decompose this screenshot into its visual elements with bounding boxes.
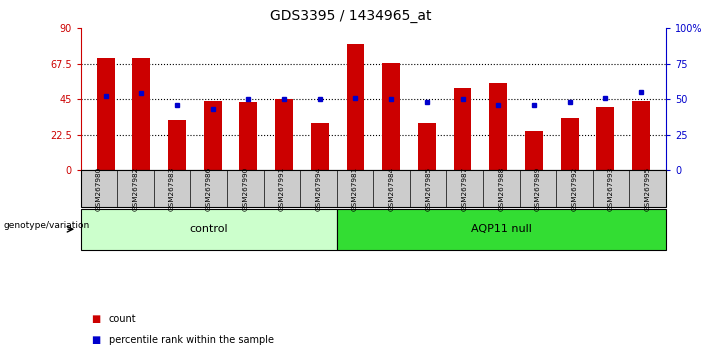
Text: GSM267991: GSM267991 — [279, 166, 285, 211]
Text: genotype/variation: genotype/variation — [4, 221, 90, 230]
Text: GSM267990: GSM267990 — [243, 166, 248, 211]
Bar — [418, 123, 436, 170]
Bar — [632, 101, 650, 170]
Text: count: count — [109, 314, 136, 324]
Text: GSM267993: GSM267993 — [608, 166, 614, 211]
Text: ■: ■ — [91, 335, 100, 345]
Text: GSM267984: GSM267984 — [388, 166, 395, 211]
Text: GSM267981: GSM267981 — [352, 166, 358, 211]
Text: percentile rank within the sample: percentile rank within the sample — [109, 335, 273, 345]
Bar — [168, 120, 186, 170]
Bar — [597, 107, 614, 170]
Bar — [382, 63, 400, 170]
Text: GSM267985: GSM267985 — [426, 166, 431, 211]
Text: control: control — [189, 224, 228, 234]
Bar — [346, 44, 365, 170]
Text: GSM267987: GSM267987 — [462, 166, 468, 211]
Text: GSM267992: GSM267992 — [571, 166, 578, 211]
Text: GSM267994: GSM267994 — [315, 166, 321, 211]
Text: GSM267986: GSM267986 — [205, 166, 212, 211]
Bar — [240, 102, 257, 170]
Bar — [311, 123, 329, 170]
Bar — [454, 88, 472, 170]
Bar — [275, 99, 293, 170]
Text: GSM267980: GSM267980 — [96, 166, 102, 211]
Bar — [561, 118, 578, 170]
Bar — [97, 58, 114, 170]
Text: GSM267983: GSM267983 — [169, 166, 175, 211]
Text: GSM267982: GSM267982 — [132, 166, 139, 211]
Bar — [489, 84, 507, 170]
Bar — [204, 101, 222, 170]
Text: GDS3395 / 1434965_at: GDS3395 / 1434965_at — [270, 9, 431, 23]
Text: ■: ■ — [91, 314, 100, 324]
Text: GSM267989: GSM267989 — [535, 166, 541, 211]
Text: GSM267988: GSM267988 — [498, 166, 504, 211]
Text: AQP11 null: AQP11 null — [471, 224, 532, 234]
Bar — [132, 58, 150, 170]
Bar — [525, 131, 543, 170]
Text: GSM267995: GSM267995 — [645, 166, 651, 211]
